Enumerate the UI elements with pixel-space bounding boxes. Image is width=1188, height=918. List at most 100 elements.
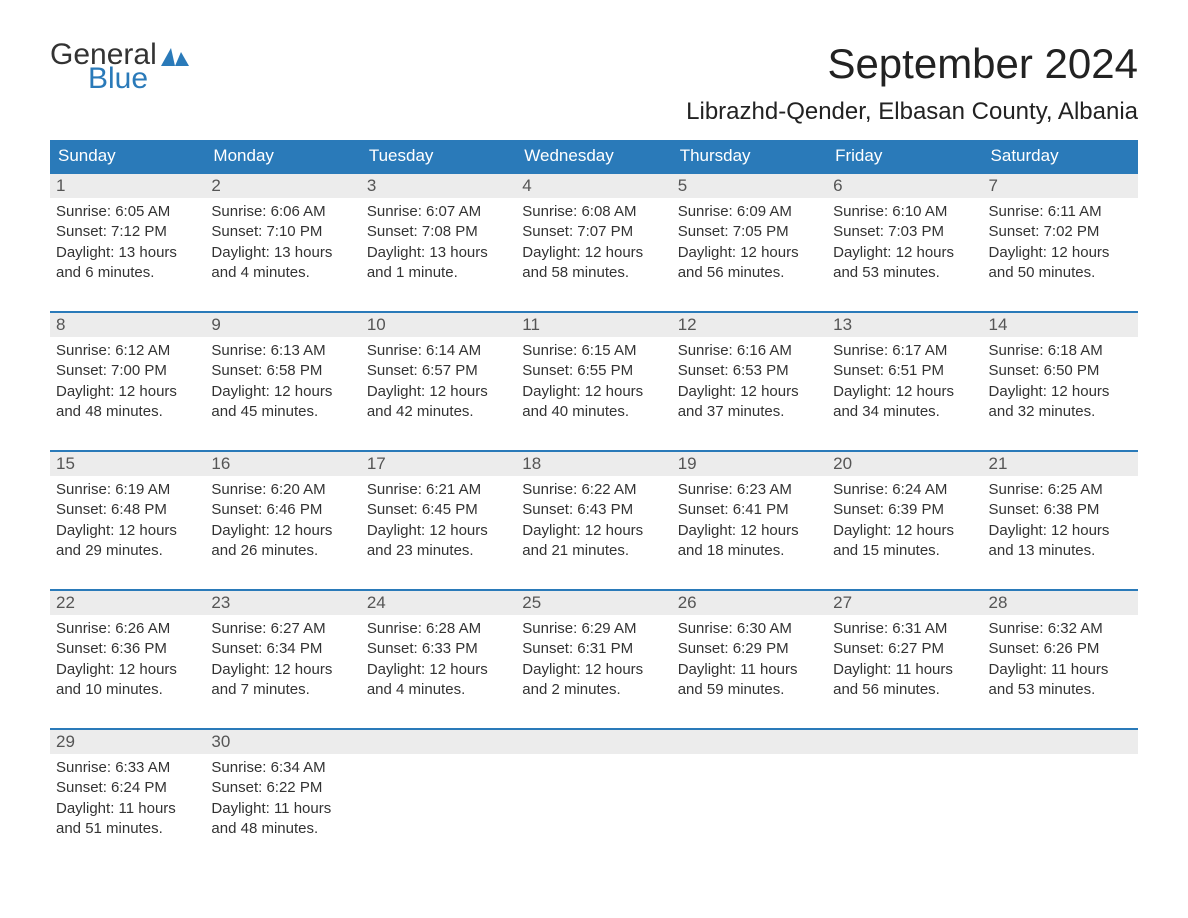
sunrise-line: Sunrise: 6:26 AM — [56, 619, 199, 639]
sunset-line: Sunset: 7:03 PM — [833, 222, 976, 242]
sunset-line: Sunset: 6:50 PM — [989, 361, 1132, 381]
sunrise-line: Sunrise: 6:22 AM — [522, 480, 665, 500]
day-cell: Sunrise: 6:19 AMSunset: 6:48 PMDaylight:… — [50, 476, 205, 590]
weekday-header: Sunday — [50, 140, 205, 173]
daylight-line: Daylight: 12 hours — [833, 243, 976, 263]
daylight-line: and 15 minutes. — [833, 541, 976, 561]
empty-cell — [361, 729, 516, 754]
sunrise-line: Sunrise: 6:28 AM — [367, 619, 510, 639]
daylight-line: and 29 minutes. — [56, 541, 199, 561]
sunrise-line: Sunrise: 6:32 AM — [989, 619, 1132, 639]
day-cell: Sunrise: 6:14 AMSunset: 6:57 PMDaylight:… — [361, 337, 516, 451]
day-number: 23 — [205, 590, 360, 615]
day-number: 3 — [361, 173, 516, 198]
weekday-header: Wednesday — [516, 140, 671, 173]
sunset-line: Sunset: 6:43 PM — [522, 500, 665, 520]
sunset-line: Sunset: 6:45 PM — [367, 500, 510, 520]
daylight-line: Daylight: 12 hours — [367, 382, 510, 402]
day-number: 14 — [983, 312, 1138, 337]
daylight-line: Daylight: 12 hours — [211, 521, 354, 541]
daylight-line: Daylight: 11 hours — [56, 799, 199, 819]
empty-cell — [516, 754, 671, 867]
daylight-line: Daylight: 12 hours — [833, 521, 976, 541]
day-cell: Sunrise: 6:08 AMSunset: 7:07 PMDaylight:… — [516, 198, 671, 312]
sunset-line: Sunset: 6:34 PM — [211, 639, 354, 659]
daylight-line: Daylight: 12 hours — [522, 243, 665, 263]
day-cell: Sunrise: 6:17 AMSunset: 6:51 PMDaylight:… — [827, 337, 982, 451]
sunset-line: Sunset: 6:38 PM — [989, 500, 1132, 520]
sunset-line: Sunset: 6:41 PM — [678, 500, 821, 520]
weekday-header: Saturday — [983, 140, 1138, 173]
daylight-line: Daylight: 12 hours — [56, 521, 199, 541]
sunrise-line: Sunrise: 6:13 AM — [211, 341, 354, 361]
day-number: 13 — [827, 312, 982, 337]
sunrise-line: Sunrise: 6:07 AM — [367, 202, 510, 222]
sunrise-line: Sunrise: 6:30 AM — [678, 619, 821, 639]
day-cell: Sunrise: 6:30 AMSunset: 6:29 PMDaylight:… — [672, 615, 827, 729]
sunrise-line: Sunrise: 6:06 AM — [211, 202, 354, 222]
daylight-line: Daylight: 12 hours — [678, 243, 821, 263]
empty-cell — [827, 754, 982, 867]
daylight-line: and 32 minutes. — [989, 402, 1132, 422]
daylight-line: Daylight: 12 hours — [678, 382, 821, 402]
day-cell: Sunrise: 6:12 AMSunset: 7:00 PMDaylight:… — [50, 337, 205, 451]
day-number: 20 — [827, 451, 982, 476]
daylight-line: Daylight: 12 hours — [211, 660, 354, 680]
day-number: 4 — [516, 173, 671, 198]
day-number: 5 — [672, 173, 827, 198]
sunset-line: Sunset: 7:10 PM — [211, 222, 354, 242]
daylight-line: and 53 minutes. — [833, 263, 976, 283]
sunset-line: Sunset: 6:29 PM — [678, 639, 821, 659]
daylight-line: and 48 minutes. — [211, 819, 354, 839]
empty-cell — [361, 754, 516, 867]
sunset-line: Sunset: 6:22 PM — [211, 778, 354, 798]
empty-cell — [672, 729, 827, 754]
daylight-line: and 59 minutes. — [678, 680, 821, 700]
daylight-line: and 21 minutes. — [522, 541, 665, 561]
daylight-line: Daylight: 13 hours — [211, 243, 354, 263]
sunset-line: Sunset: 6:31 PM — [522, 639, 665, 659]
sunrise-line: Sunrise: 6:16 AM — [678, 341, 821, 361]
daylight-line: and 56 minutes. — [833, 680, 976, 700]
sunset-line: Sunset: 7:05 PM — [678, 222, 821, 242]
sunset-line: Sunset: 6:33 PM — [367, 639, 510, 659]
empty-cell — [672, 754, 827, 867]
day-number: 16 — [205, 451, 360, 476]
day-cell: Sunrise: 6:13 AMSunset: 6:58 PMDaylight:… — [205, 337, 360, 451]
day-cell: Sunrise: 6:16 AMSunset: 6:53 PMDaylight:… — [672, 337, 827, 451]
sunrise-line: Sunrise: 6:31 AM — [833, 619, 976, 639]
daylight-line: and 23 minutes. — [367, 541, 510, 561]
day-cell: Sunrise: 6:21 AMSunset: 6:45 PMDaylight:… — [361, 476, 516, 590]
sunset-line: Sunset: 6:58 PM — [211, 361, 354, 381]
daylight-line: Daylight: 11 hours — [211, 799, 354, 819]
weekday-header: Thursday — [672, 140, 827, 173]
daylight-line: Daylight: 12 hours — [833, 382, 976, 402]
day-number: 26 — [672, 590, 827, 615]
day-cell: Sunrise: 6:23 AMSunset: 6:41 PMDaylight:… — [672, 476, 827, 590]
sunrise-line: Sunrise: 6:20 AM — [211, 480, 354, 500]
sunrise-line: Sunrise: 6:08 AM — [522, 202, 665, 222]
sunrise-calendar: SundayMondayTuesdayWednesdayThursdayFrid… — [50, 140, 1138, 867]
daylight-line: and 6 minutes. — [56, 263, 199, 283]
daylight-line: and 51 minutes. — [56, 819, 199, 839]
day-cell: Sunrise: 6:20 AMSunset: 6:46 PMDaylight:… — [205, 476, 360, 590]
daylight-line: and 58 minutes. — [522, 263, 665, 283]
day-number: 28 — [983, 590, 1138, 615]
flag-icon — [161, 48, 189, 72]
daylight-line: Daylight: 11 hours — [989, 660, 1132, 680]
sunset-line: Sunset: 6:55 PM — [522, 361, 665, 381]
day-cell: Sunrise: 6:11 AMSunset: 7:02 PMDaylight:… — [983, 198, 1138, 312]
sunrise-line: Sunrise: 6:24 AM — [833, 480, 976, 500]
sunset-line: Sunset: 7:12 PM — [56, 222, 199, 242]
day-cell: Sunrise: 6:34 AMSunset: 6:22 PMDaylight:… — [205, 754, 360, 867]
day-number: 21 — [983, 451, 1138, 476]
sunrise-line: Sunrise: 6:27 AM — [211, 619, 354, 639]
day-cell: Sunrise: 6:26 AMSunset: 6:36 PMDaylight:… — [50, 615, 205, 729]
day-number: 1 — [50, 173, 205, 198]
sunset-line: Sunset: 7:07 PM — [522, 222, 665, 242]
day-cell: Sunrise: 6:31 AMSunset: 6:27 PMDaylight:… — [827, 615, 982, 729]
daylight-line: Daylight: 12 hours — [522, 660, 665, 680]
daylight-line: Daylight: 12 hours — [989, 382, 1132, 402]
location-subtitle: Librazhd-Qender, Elbasan County, Albania — [686, 98, 1138, 126]
day-cell: Sunrise: 6:10 AMSunset: 7:03 PMDaylight:… — [827, 198, 982, 312]
